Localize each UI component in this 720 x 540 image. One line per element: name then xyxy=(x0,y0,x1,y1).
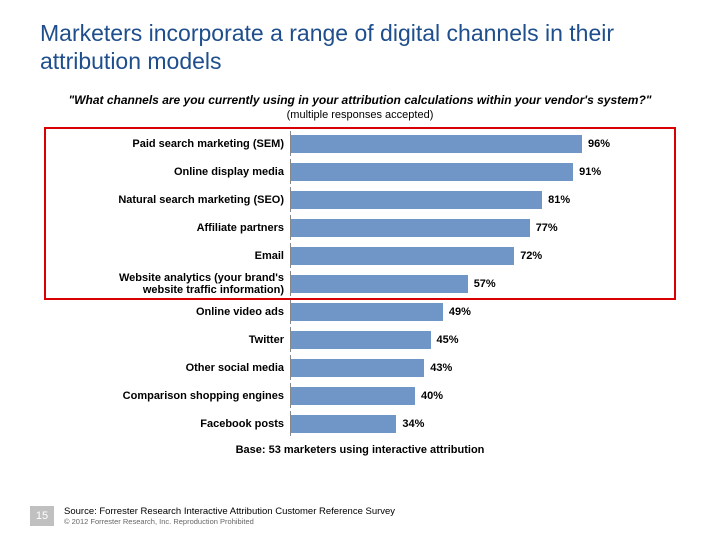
bar-chart: Paid search marketing (SEM) 96% Online dis… xyxy=(80,131,640,436)
chart-row: Email 72% xyxy=(80,243,640,268)
bar-value: 49% xyxy=(449,306,471,318)
base-text: Base: 53 marketers using interactive att… xyxy=(40,444,680,456)
bar xyxy=(291,219,530,237)
row-label: Natural search marketing (SEO) xyxy=(80,194,290,206)
bar-cell: 81% xyxy=(290,187,610,212)
chart-row: Affiliate partners 77% xyxy=(80,215,640,240)
bar-value: 91% xyxy=(579,166,601,178)
bar-cell: 49% xyxy=(290,299,610,324)
bar-value: 96% xyxy=(588,138,610,150)
row-label: Other social media xyxy=(80,362,290,374)
bar-value: 40% xyxy=(421,390,443,402)
page-number: 15 xyxy=(30,506,54,526)
chart-row: Online display media 91% xyxy=(80,159,640,184)
bar-cell: 43% xyxy=(290,355,610,380)
copyright-text: © 2012 Forrester Research, Inc. Reproduc… xyxy=(64,517,395,526)
bar-value: 45% xyxy=(437,334,459,346)
bar xyxy=(291,331,431,349)
bar-cell: 57% xyxy=(290,271,610,296)
bar xyxy=(291,275,468,293)
bar xyxy=(291,191,542,209)
chart-container: Paid search marketing (SEM) 96% Online dis… xyxy=(40,131,680,436)
bar-cell: 77% xyxy=(290,215,610,240)
chart-row: Natural search marketing (SEO) 81% xyxy=(80,187,640,212)
bar-value: 72% xyxy=(520,250,542,262)
bar-value: 43% xyxy=(430,362,452,374)
bar xyxy=(291,247,514,265)
bar xyxy=(291,163,573,181)
chart-row: Website analytics (your brand's website … xyxy=(80,271,640,296)
bar-value: 34% xyxy=(402,418,424,430)
row-label: Online video ads xyxy=(80,306,290,318)
row-label: Comparison shopping engines xyxy=(80,390,290,402)
row-label: Twitter xyxy=(80,334,290,346)
bar xyxy=(291,387,415,405)
bar xyxy=(291,135,582,153)
source-citation: Source: Forrester Research Interactive A… xyxy=(64,506,395,517)
chart-row: Facebook posts 34% xyxy=(80,411,640,436)
row-label: Affiliate partners xyxy=(80,222,290,234)
row-label: Website analytics (your brand's website … xyxy=(80,272,290,296)
bar-cell: 72% xyxy=(290,243,610,268)
bar xyxy=(291,303,443,321)
bar-value: 57% xyxy=(474,278,496,290)
bar-value: 81% xyxy=(548,194,570,206)
survey-subquestion: (multiple responses accepted) xyxy=(40,109,680,121)
row-label: Email xyxy=(80,250,290,262)
chart-row: Twitter 45% xyxy=(80,327,640,352)
slide-title: Marketers incorporate a range of digital… xyxy=(40,20,680,75)
footer: 15 Source: Forrester Research Interactiv… xyxy=(0,506,720,526)
chart-row: Comparison shopping engines 40% xyxy=(80,383,640,408)
row-label: Paid search marketing (SEM) xyxy=(80,138,290,150)
bar-value: 77% xyxy=(536,222,558,234)
row-label: Online display media xyxy=(80,166,290,178)
bar xyxy=(291,359,424,377)
row-label: Facebook posts xyxy=(80,418,290,430)
chart-row: Paid search marketing (SEM) 96% xyxy=(80,131,640,156)
bar-cell: 91% xyxy=(290,159,610,184)
bar-cell: 45% xyxy=(290,327,610,352)
bar xyxy=(291,415,396,433)
bar-cell: 40% xyxy=(290,383,610,408)
survey-question: "What channels are you currently using i… xyxy=(40,93,680,107)
bar-cell: 96% xyxy=(290,131,610,156)
chart-row: Online video ads 49% xyxy=(80,299,640,324)
chart-row: Other social media 43% xyxy=(80,355,640,380)
bar-cell: 34% xyxy=(290,411,610,436)
